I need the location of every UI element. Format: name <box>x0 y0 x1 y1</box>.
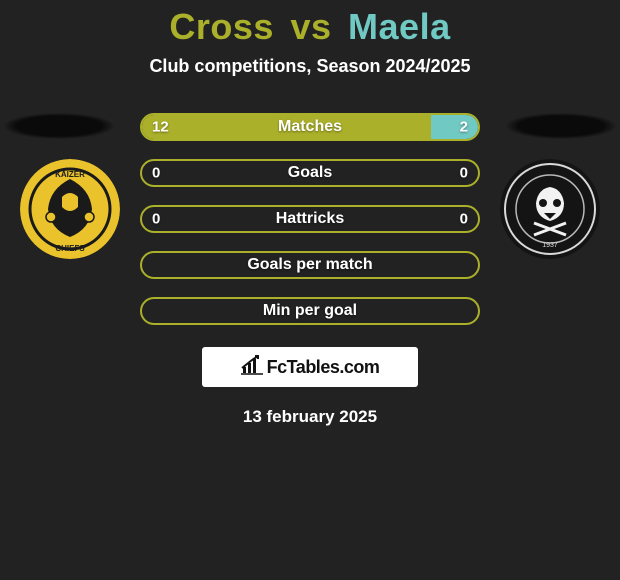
team-crest-left: KAIZER CHIEFS <box>20 159 120 259</box>
comparison-title: Cross vs Maela <box>0 6 620 48</box>
svg-text:KAIZER: KAIZER <box>55 170 85 179</box>
title-player2: Maela <box>348 6 451 47</box>
bar-label: Goals per match <box>142 256 478 274</box>
svg-text:1937: 1937 <box>542 242 558 249</box>
stat-bar: 00Goals <box>140 159 480 187</box>
svg-text:CHIEFS: CHIEFS <box>55 244 85 253</box>
arena: KAIZER CHIEFS 1937 122Matches 00Goals 00Ha… <box>0 113 620 325</box>
brand-text: FcTables.com <box>267 357 380 378</box>
bar-label: Goals <box>142 164 478 182</box>
stat-bar: Min per goal <box>140 297 480 325</box>
kaizer-chiefs-crest-icon: KAIZER CHIEFS <box>20 159 120 259</box>
date-text: 13 february 2025 <box>0 407 620 427</box>
shadow-left <box>4 113 114 139</box>
stat-bars: 122Matches 00Goals 00Hattricks Goals per ma… <box>140 113 480 325</box>
chart-icon <box>241 355 263 379</box>
subtitle: Club competitions, Season 2024/2025 <box>0 56 620 77</box>
bar-label: Matches <box>142 118 478 136</box>
title-player1: Cross <box>169 6 274 47</box>
orlando-pirates-crest-icon: 1937 <box>500 159 600 259</box>
stat-bar: 00Hattricks <box>140 205 480 233</box>
title-vs: vs <box>290 6 331 47</box>
stat-bar: Goals per match <box>140 251 480 279</box>
bar-label: Min per goal <box>142 302 478 320</box>
infographic-root: Cross vs Maela Club competitions, Season… <box>0 0 620 427</box>
bar-label: Hattricks <box>142 210 478 228</box>
team-crest-right: 1937 <box>500 159 600 259</box>
shadow-right <box>506 113 616 139</box>
stat-bar: 122Matches <box>140 113 480 141</box>
brand-box: FcTables.com <box>202 347 418 387</box>
